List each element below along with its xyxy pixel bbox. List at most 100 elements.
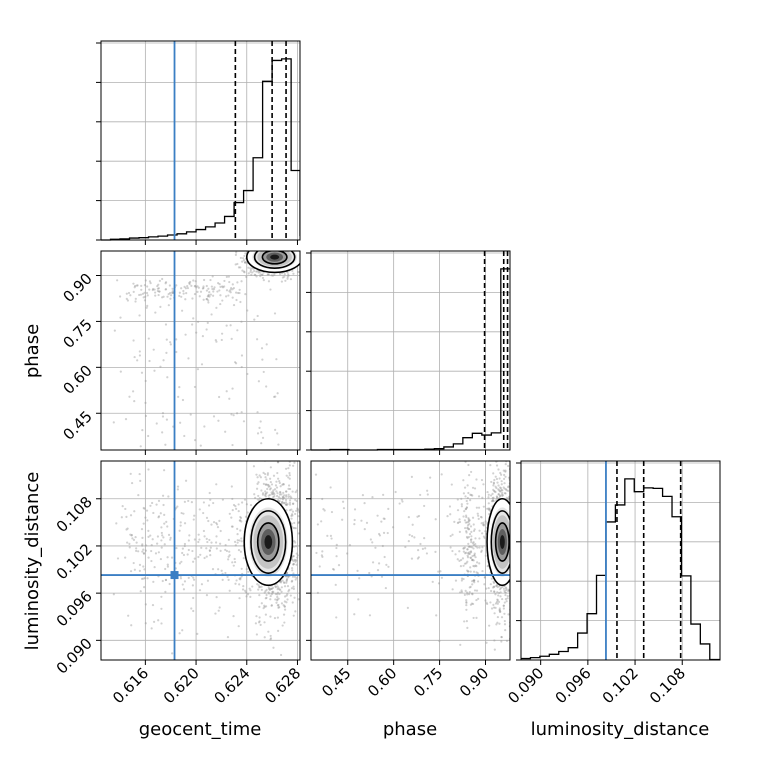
sample-point — [379, 458, 381, 460]
sample-point — [277, 586, 280, 589]
sample-point — [272, 496, 275, 499]
sample-point — [329, 486, 332, 489]
sample-point — [190, 607, 193, 610]
sample-point — [272, 456, 274, 458]
panel-background — [311, 461, 510, 660]
sample-point — [124, 556, 127, 559]
sample-point — [488, 624, 491, 627]
sample-point — [475, 589, 479, 592]
sample-point — [262, 279, 265, 282]
sample-point — [243, 498, 247, 501]
sample-point — [217, 282, 220, 285]
sample-point — [510, 534, 512, 536]
sample-point — [147, 337, 150, 340]
sample-point — [308, 257, 310, 259]
sample-point — [512, 564, 514, 566]
sample-point — [181, 629, 184, 632]
sample-point — [512, 511, 514, 513]
sample-point — [486, 507, 489, 510]
sample-point — [214, 541, 218, 544]
sample-point — [278, 588, 281, 591]
density-contour — [253, 251, 296, 269]
sample-point — [255, 633, 258, 636]
sample-point — [466, 548, 469, 551]
sample-point — [434, 518, 437, 521]
sample-point — [249, 270, 252, 273]
sample-point — [266, 473, 269, 476]
sample-point — [280, 502, 283, 505]
sample-point — [292, 585, 295, 588]
sample-point — [511, 593, 513, 595]
sample-point — [199, 290, 203, 293]
sample-point — [465, 562, 468, 565]
sample-point — [284, 248, 286, 250]
sample-point — [467, 528, 470, 531]
sample-point — [481, 496, 484, 499]
sample-point — [456, 558, 459, 561]
sample-point — [512, 513, 514, 515]
sample-point — [160, 526, 163, 529]
sample-point — [132, 282, 135, 285]
sample-point — [416, 515, 419, 518]
sample-point — [275, 246, 277, 248]
sample-point — [514, 539, 516, 541]
sample-point — [280, 247, 282, 249]
sample-point — [243, 271, 246, 274]
sample-point — [158, 279, 161, 282]
sample-point — [498, 489, 501, 492]
sample-point — [467, 520, 470, 524]
sample-point — [178, 386, 181, 389]
sample-point — [258, 620, 261, 623]
sample-point — [510, 505, 512, 507]
sample-point — [193, 385, 197, 389]
sample-point — [249, 503, 253, 507]
sample-point — [241, 260, 244, 263]
sample-point — [195, 331, 198, 334]
sample-point — [300, 245, 302, 247]
sample-point — [185, 292, 188, 295]
panel-background — [521, 461, 720, 660]
sample-point — [296, 508, 299, 511]
sample-point — [274, 428, 277, 431]
sample-point — [303, 257, 305, 259]
sample-point — [142, 548, 145, 551]
sample-point — [265, 243, 267, 245]
sample-point — [257, 271, 260, 274]
sample-point — [240, 365, 243, 369]
sample-point — [184, 298, 187, 301]
sample-point — [469, 551, 473, 554]
sample-point — [166, 525, 169, 528]
sample-point — [181, 583, 184, 586]
sample-point — [206, 540, 209, 544]
sample-point — [277, 246, 279, 248]
sample-point — [270, 491, 273, 494]
sample-point — [470, 602, 474, 605]
sample-point — [265, 245, 267, 247]
sample-point — [236, 541, 239, 544]
sample-point — [503, 623, 507, 626]
sample-point — [279, 485, 282, 488]
sample-point — [511, 556, 513, 558]
sample-point — [277, 246, 279, 248]
sample-point — [135, 549, 138, 553]
sample-point — [272, 491, 275, 494]
sample-point — [487, 493, 490, 496]
sample-point — [212, 415, 216, 418]
sample-point — [295, 509, 298, 512]
sample-point — [182, 292, 185, 295]
sample-point — [470, 535, 473, 538]
sample-point — [161, 415, 165, 418]
sample-point — [145, 509, 149, 512]
sample-point — [475, 571, 478, 574]
sample-point — [291, 490, 294, 493]
sample-point — [512, 475, 514, 477]
sample-point — [368, 571, 371, 575]
sample-point — [499, 595, 502, 598]
sample-point — [178, 529, 181, 532]
sample-point — [141, 543, 144, 546]
sample-point — [275, 490, 278, 493]
sample-point — [468, 586, 471, 589]
sample-point — [176, 485, 180, 488]
sample-point — [290, 513, 294, 516]
